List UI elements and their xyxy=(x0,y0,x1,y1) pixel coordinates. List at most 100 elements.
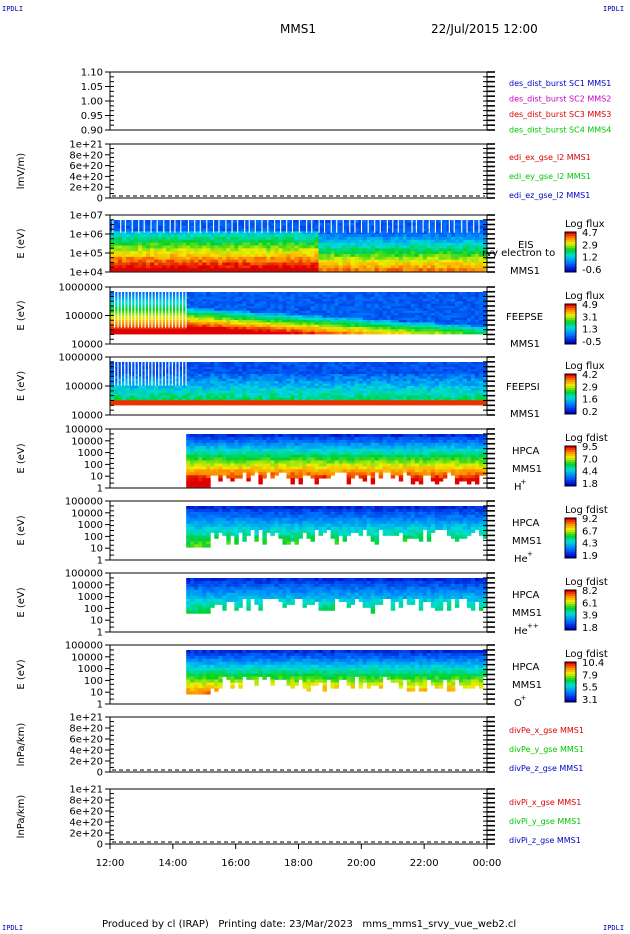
ytick-label-9-5: 0 xyxy=(97,768,103,779)
ytick-label-5-3: 100 xyxy=(84,460,103,471)
colorbar-6 xyxy=(564,517,577,559)
footer-text: Produced by cl (IRAP) Printing date: 23/… xyxy=(102,919,517,930)
time-tick-label-2: 16:00 xyxy=(221,858,250,869)
instrument-label-8: HPCA xyxy=(512,662,540,673)
ytick-label-10-0: 1e+21 xyxy=(69,785,103,796)
ytick-label-8-2: 1000 xyxy=(78,664,103,675)
corner-label-top-right: IPDLI xyxy=(603,5,625,13)
ytick-label-5-1: 10000 xyxy=(71,436,103,447)
ytick-label-5-0: 100000 xyxy=(65,425,103,436)
colorbar-label-4-3: 0.2 xyxy=(582,407,598,418)
colorbar-label-6-2: 4.3 xyxy=(582,539,598,550)
colorbar-label-7-0: 8.2 xyxy=(582,586,598,597)
ytick-label-0-4: 0.90 xyxy=(81,126,103,137)
ylabel-8: E (eV) xyxy=(16,659,27,689)
colorbar-8 xyxy=(564,661,577,703)
legend-entry-1-2: edi_ez_gse_l2 MMS1 xyxy=(509,191,590,200)
spacecraft-label-3: MMS1 xyxy=(510,339,540,350)
heatmap-7 xyxy=(186,578,488,614)
time-tick-label-6: 00:00 xyxy=(473,858,502,869)
instrument-label-4: FEEPSI xyxy=(506,382,540,393)
colorbar-label-5-2: 4.4 xyxy=(582,467,598,478)
instrument-label-6: HPCA xyxy=(512,518,540,529)
heatmap-3 xyxy=(110,292,488,335)
colorbar-label-2-0: 4.7 xyxy=(582,228,598,239)
spacecraft-label-6: MMS1 xyxy=(512,536,542,547)
charge-label-7: ++ xyxy=(527,622,539,630)
corner-label-top-left: IPDLI xyxy=(2,5,24,13)
ytick-label-3-0: 1000000 xyxy=(58,283,103,294)
ytick-label-7-0: 100000 xyxy=(65,569,103,580)
colorbar-3 xyxy=(564,303,577,345)
legend-entry-0-0: des_dist_burst SC1 MMS1 xyxy=(509,79,611,88)
ylabel-4: E (eV) xyxy=(16,371,27,401)
legend-entry-0-3: des_dist_burst SC4 MMS4 xyxy=(509,126,611,135)
colorbar-label-4-0: 4.2 xyxy=(582,370,598,381)
colorbar-label-6-0: 9.2 xyxy=(582,514,598,525)
ylabel-2: E (eV) xyxy=(16,228,27,258)
colorbar-title-2: Log flux xyxy=(565,219,605,230)
ytick-label-1-1: 8e+20 xyxy=(69,150,103,161)
colorbar-label-4-2: 1.6 xyxy=(582,395,598,406)
colorbar-label-7-1: 6.1 xyxy=(582,598,598,609)
ytick-label-10-3: 4e+20 xyxy=(69,818,103,829)
ytick-label-2-1: 1e+06 xyxy=(69,230,103,241)
species-label-8: O xyxy=(514,698,522,709)
ytick-label-8-1: 10000 xyxy=(71,652,103,663)
colorbar-2 xyxy=(564,231,577,273)
mission-title: MMS1 xyxy=(280,22,316,36)
colorbar-label-8-0: 10.4 xyxy=(582,658,604,669)
legend-entry-10-0: divPi_x_gse MMS1 xyxy=(509,798,581,807)
ytick-label-4-1: 100000 xyxy=(65,382,103,393)
charge-label-6: + xyxy=(527,550,533,558)
ytick-label-1-2: 6e+20 xyxy=(69,161,103,172)
ytick-label-0-0: 1.10 xyxy=(81,68,103,79)
ytick-label-1-3: 4e+20 xyxy=(69,172,103,183)
ytick-label-8-3: 100 xyxy=(84,676,103,687)
spacecraft-label-8: MMS1 xyxy=(512,680,542,691)
species-label-6: He xyxy=(514,554,528,565)
colorbar-title-8: Log fdist xyxy=(565,649,608,660)
ylabel-9: lnPa/km) xyxy=(16,723,27,767)
charge-label-8: + xyxy=(521,694,527,702)
ytick-label-4-2: 10000 xyxy=(71,411,103,422)
heatmap-2 xyxy=(110,220,488,272)
ylabel-5: E (eV) xyxy=(16,443,27,473)
ytick-label-6-4: 10 xyxy=(90,544,103,555)
ytick-label-9-0: 1e+21 xyxy=(69,713,103,724)
colorbar-title-3: Log flux xyxy=(565,291,605,302)
ytick-label-7-3: 100 xyxy=(84,604,103,615)
colorbar-4 xyxy=(564,373,577,415)
ytick-label-6-5: 1 xyxy=(97,556,103,567)
legend-entry-10-1: divPi_y_gse MMS1 xyxy=(509,817,581,826)
species-label-5: H xyxy=(514,482,522,493)
ytick-label-1-0: 1e+21 xyxy=(69,140,103,151)
colorbar-label-4-1: 2.9 xyxy=(582,382,598,393)
legend-entry-9-0: divPe_x_gse MMS1 xyxy=(509,726,584,735)
ytick-label-6-0: 100000 xyxy=(65,497,103,508)
ytick-label-9-4: 2e+20 xyxy=(69,757,103,768)
panel-frame-1 xyxy=(109,143,488,199)
colorbar-title-4: Log flux xyxy=(565,361,605,372)
spacecraft-label-5: MMS1 xyxy=(512,464,542,475)
time-tick-label-0: 12:00 xyxy=(96,858,125,869)
colorbar-label-6-3: 1.9 xyxy=(582,551,598,562)
panel-frame-10 xyxy=(109,788,488,845)
colorbar-title-6: Log fdist xyxy=(565,505,608,516)
ytick-label-0-1: 1.05 xyxy=(81,82,103,93)
instrument-label-2: EIS xyxy=(518,240,534,251)
heatmap-4 xyxy=(110,362,488,406)
ytick-label-7-4: 10 xyxy=(90,616,103,627)
heatmap-5 xyxy=(186,434,488,488)
heatmap-8 xyxy=(186,650,488,695)
ytick-label-8-5: 1 xyxy=(97,700,103,711)
ytick-label-8-0: 100000 xyxy=(65,641,103,652)
ylabel-1: lmV/m) xyxy=(16,153,27,189)
panel-frame-0 xyxy=(109,71,488,131)
ytick-label-9-2: 6e+20 xyxy=(69,735,103,746)
ytick-label-6-3: 100 xyxy=(84,532,103,543)
corner-label-bottom-left: IPDLI xyxy=(2,924,24,932)
time-tick-label-1: 14:00 xyxy=(158,858,187,869)
ytick-label-5-2: 1000 xyxy=(78,448,103,459)
time-tick-label-3: 18:00 xyxy=(284,858,313,869)
